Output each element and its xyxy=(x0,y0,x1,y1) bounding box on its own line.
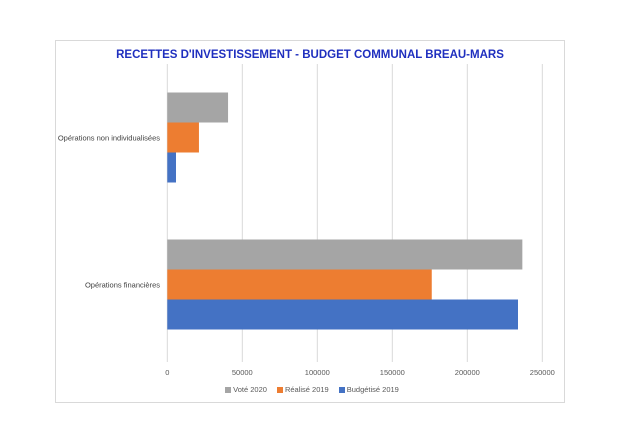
bar-vot-2020 xyxy=(167,239,523,270)
x-tick-label: 150000 xyxy=(380,368,405,377)
x-tick-label: 250000 xyxy=(530,368,555,377)
legend-label: Voté 2020 xyxy=(233,385,267,394)
y-category-label: Opérations financières xyxy=(85,281,160,290)
bar-vot-2020 xyxy=(167,92,229,123)
chart-frame xyxy=(55,40,565,403)
legend-item: Voté 2020 xyxy=(225,385,267,394)
bar-r-alis-2019 xyxy=(167,122,199,153)
bar-r-alis-2019 xyxy=(167,269,432,300)
x-tick-label: 0 xyxy=(165,368,169,377)
legend-swatch xyxy=(225,386,232,393)
x-tick-label: 200000 xyxy=(455,368,480,377)
bar-budg-tis-2019 xyxy=(167,299,519,330)
legend-swatch xyxy=(338,386,345,393)
bar-budg-tis-2019 xyxy=(167,152,176,183)
x-tick-label: 100000 xyxy=(305,368,330,377)
x-tick-label: 50000 xyxy=(232,368,253,377)
legend: Voté 2020 Réalisé 2019 Budgétisé 2019 xyxy=(0,385,624,395)
y-category-label: Opérations non individualisées xyxy=(58,134,160,143)
legend-label: Budgétisé 2019 xyxy=(346,385,399,394)
legend-label: Réalisé 2019 xyxy=(284,385,329,394)
chart-title: RECETTES D'INVESTISSEMENT - BUDGET COMMU… xyxy=(116,49,504,61)
legend-item: Budgétisé 2019 xyxy=(338,385,399,394)
legend-swatch xyxy=(276,386,283,393)
legend-item: Réalisé 2019 xyxy=(276,385,329,394)
